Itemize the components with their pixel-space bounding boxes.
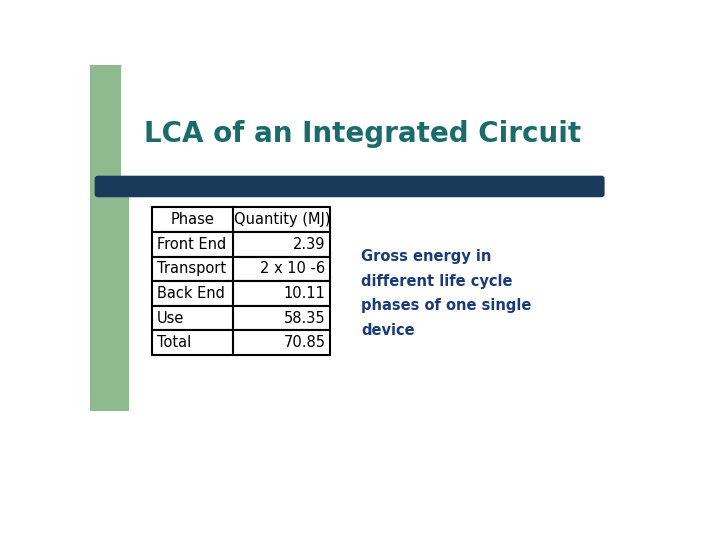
- Bar: [152, 232, 330, 256]
- Text: Total: Total: [157, 335, 191, 350]
- Text: Quantity (MJ): Quantity (MJ): [233, 212, 330, 227]
- Text: Gross energy in
different life cycle
phases of one single
device: Gross energy in different life cycle pha…: [361, 249, 531, 338]
- Text: 70.85: 70.85: [284, 335, 325, 350]
- Text: Back End: Back End: [157, 286, 225, 301]
- FancyBboxPatch shape: [94, 176, 605, 197]
- Text: LCA of an Integrated Circuit: LCA of an Integrated Circuit: [144, 120, 581, 148]
- Bar: [152, 330, 330, 355]
- Text: 58.35: 58.35: [284, 310, 325, 326]
- Text: Use: Use: [157, 310, 184, 326]
- FancyBboxPatch shape: [121, 61, 648, 188]
- Bar: [90, 65, 245, 150]
- Bar: [152, 281, 330, 306]
- Bar: [90, 142, 129, 411]
- Text: 10.11: 10.11: [284, 286, 325, 301]
- Text: 2.39: 2.39: [293, 237, 325, 252]
- Text: Front End: Front End: [157, 237, 226, 252]
- Bar: [152, 256, 330, 281]
- Text: Phase: Phase: [171, 212, 215, 227]
- Bar: [152, 207, 330, 232]
- Text: Transport: Transport: [157, 261, 226, 276]
- Text: 2 x 10 -6: 2 x 10 -6: [261, 261, 325, 276]
- Bar: [129, 142, 206, 180]
- Bar: [152, 306, 330, 330]
